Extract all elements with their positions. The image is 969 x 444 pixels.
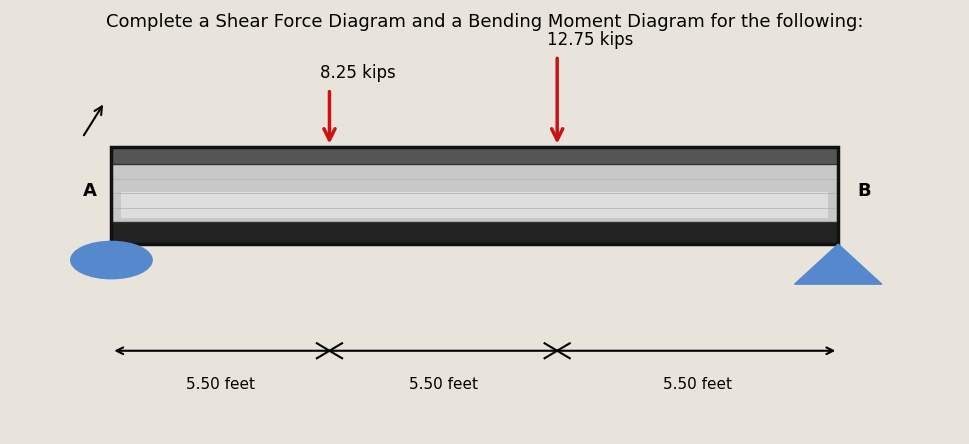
Text: 5.50 feet: 5.50 feet — [663, 377, 733, 392]
Text: A: A — [83, 182, 97, 200]
Text: 8.25 kips: 8.25 kips — [320, 64, 395, 82]
Text: 5.50 feet: 5.50 feet — [186, 377, 255, 392]
Circle shape — [71, 242, 152, 279]
Bar — [111, 222, 838, 244]
Bar — [111, 147, 838, 164]
Text: 12.75 kips: 12.75 kips — [547, 31, 634, 49]
Text: Complete a Shear Force Diagram and a Bending Moment Diagram for the following:: Complete a Shear Force Diagram and a Ben… — [106, 13, 863, 32]
Polygon shape — [795, 244, 882, 284]
Bar — [121, 192, 828, 218]
Bar — [111, 164, 838, 222]
Bar — [111, 147, 838, 244]
Text: B: B — [858, 182, 871, 200]
Text: 5.50 feet: 5.50 feet — [409, 377, 478, 392]
